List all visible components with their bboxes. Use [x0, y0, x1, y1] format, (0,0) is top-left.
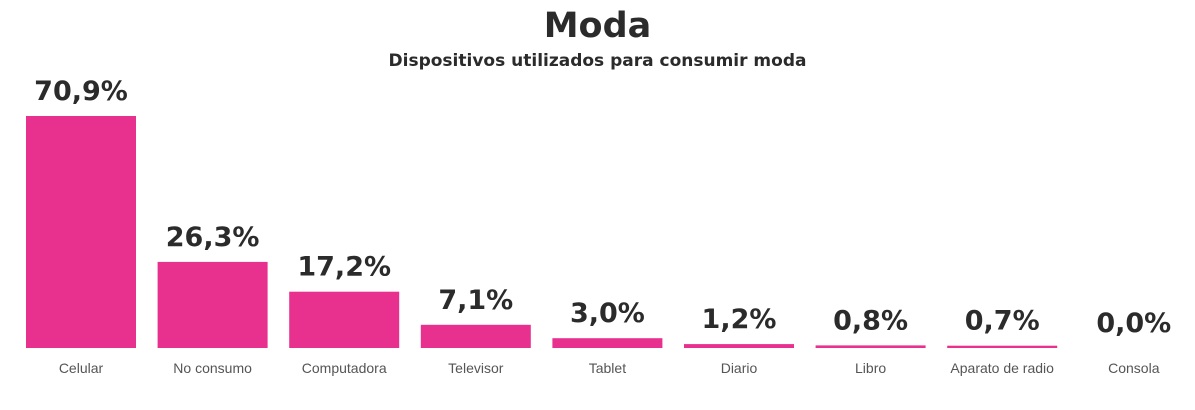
value-label-3: 7,1%	[438, 285, 513, 316]
category-label-3: Televisor	[448, 360, 504, 376]
bar-3	[420, 324, 531, 348]
bar-1	[157, 261, 268, 348]
value-labels-group: 70,9% 26,3% 17,2% 7,1% 3,0% 1,2% 0,8% 0,7% 0,0%	[34, 76, 1171, 339]
category-label-0: Celular	[59, 360, 104, 376]
value-label-0: 70,9%	[34, 76, 128, 107]
value-label-1: 26,3%	[166, 222, 260, 253]
value-label-4: 3,0%	[570, 298, 645, 329]
bar-4	[552, 338, 663, 348]
category-label-5: Diario	[721, 360, 758, 376]
value-label-5: 1,2%	[702, 304, 777, 335]
category-label-6: Libro	[855, 360, 886, 376]
bars-group	[26, 116, 1058, 348]
category-label-4: Tablet	[589, 360, 626, 376]
value-label-8: 0,0%	[1096, 308, 1171, 339]
bar-6	[815, 345, 926, 348]
category-label-2: Computadora	[302, 360, 387, 376]
category-label-8: Consola	[1108, 360, 1160, 376]
bar-2	[289, 291, 400, 348]
bar-5	[684, 344, 794, 348]
bar-0	[26, 116, 136, 348]
bar-7	[947, 345, 1058, 348]
value-label-6: 0,8%	[833, 305, 908, 336]
chart-title: Moda	[543, 6, 652, 46]
value-label-7: 0,7%	[965, 306, 1040, 337]
value-label-2: 17,2%	[297, 252, 391, 283]
chart-subtitle: Dispositivos utilizados para consumir mo…	[388, 51, 807, 71]
category-label-7: Aparato de radio	[950, 360, 1054, 376]
category-label-1: No consumo	[173, 360, 252, 376]
category-labels-group: Celular No consumo Computadora Televisor Tab…	[59, 360, 1160, 376]
